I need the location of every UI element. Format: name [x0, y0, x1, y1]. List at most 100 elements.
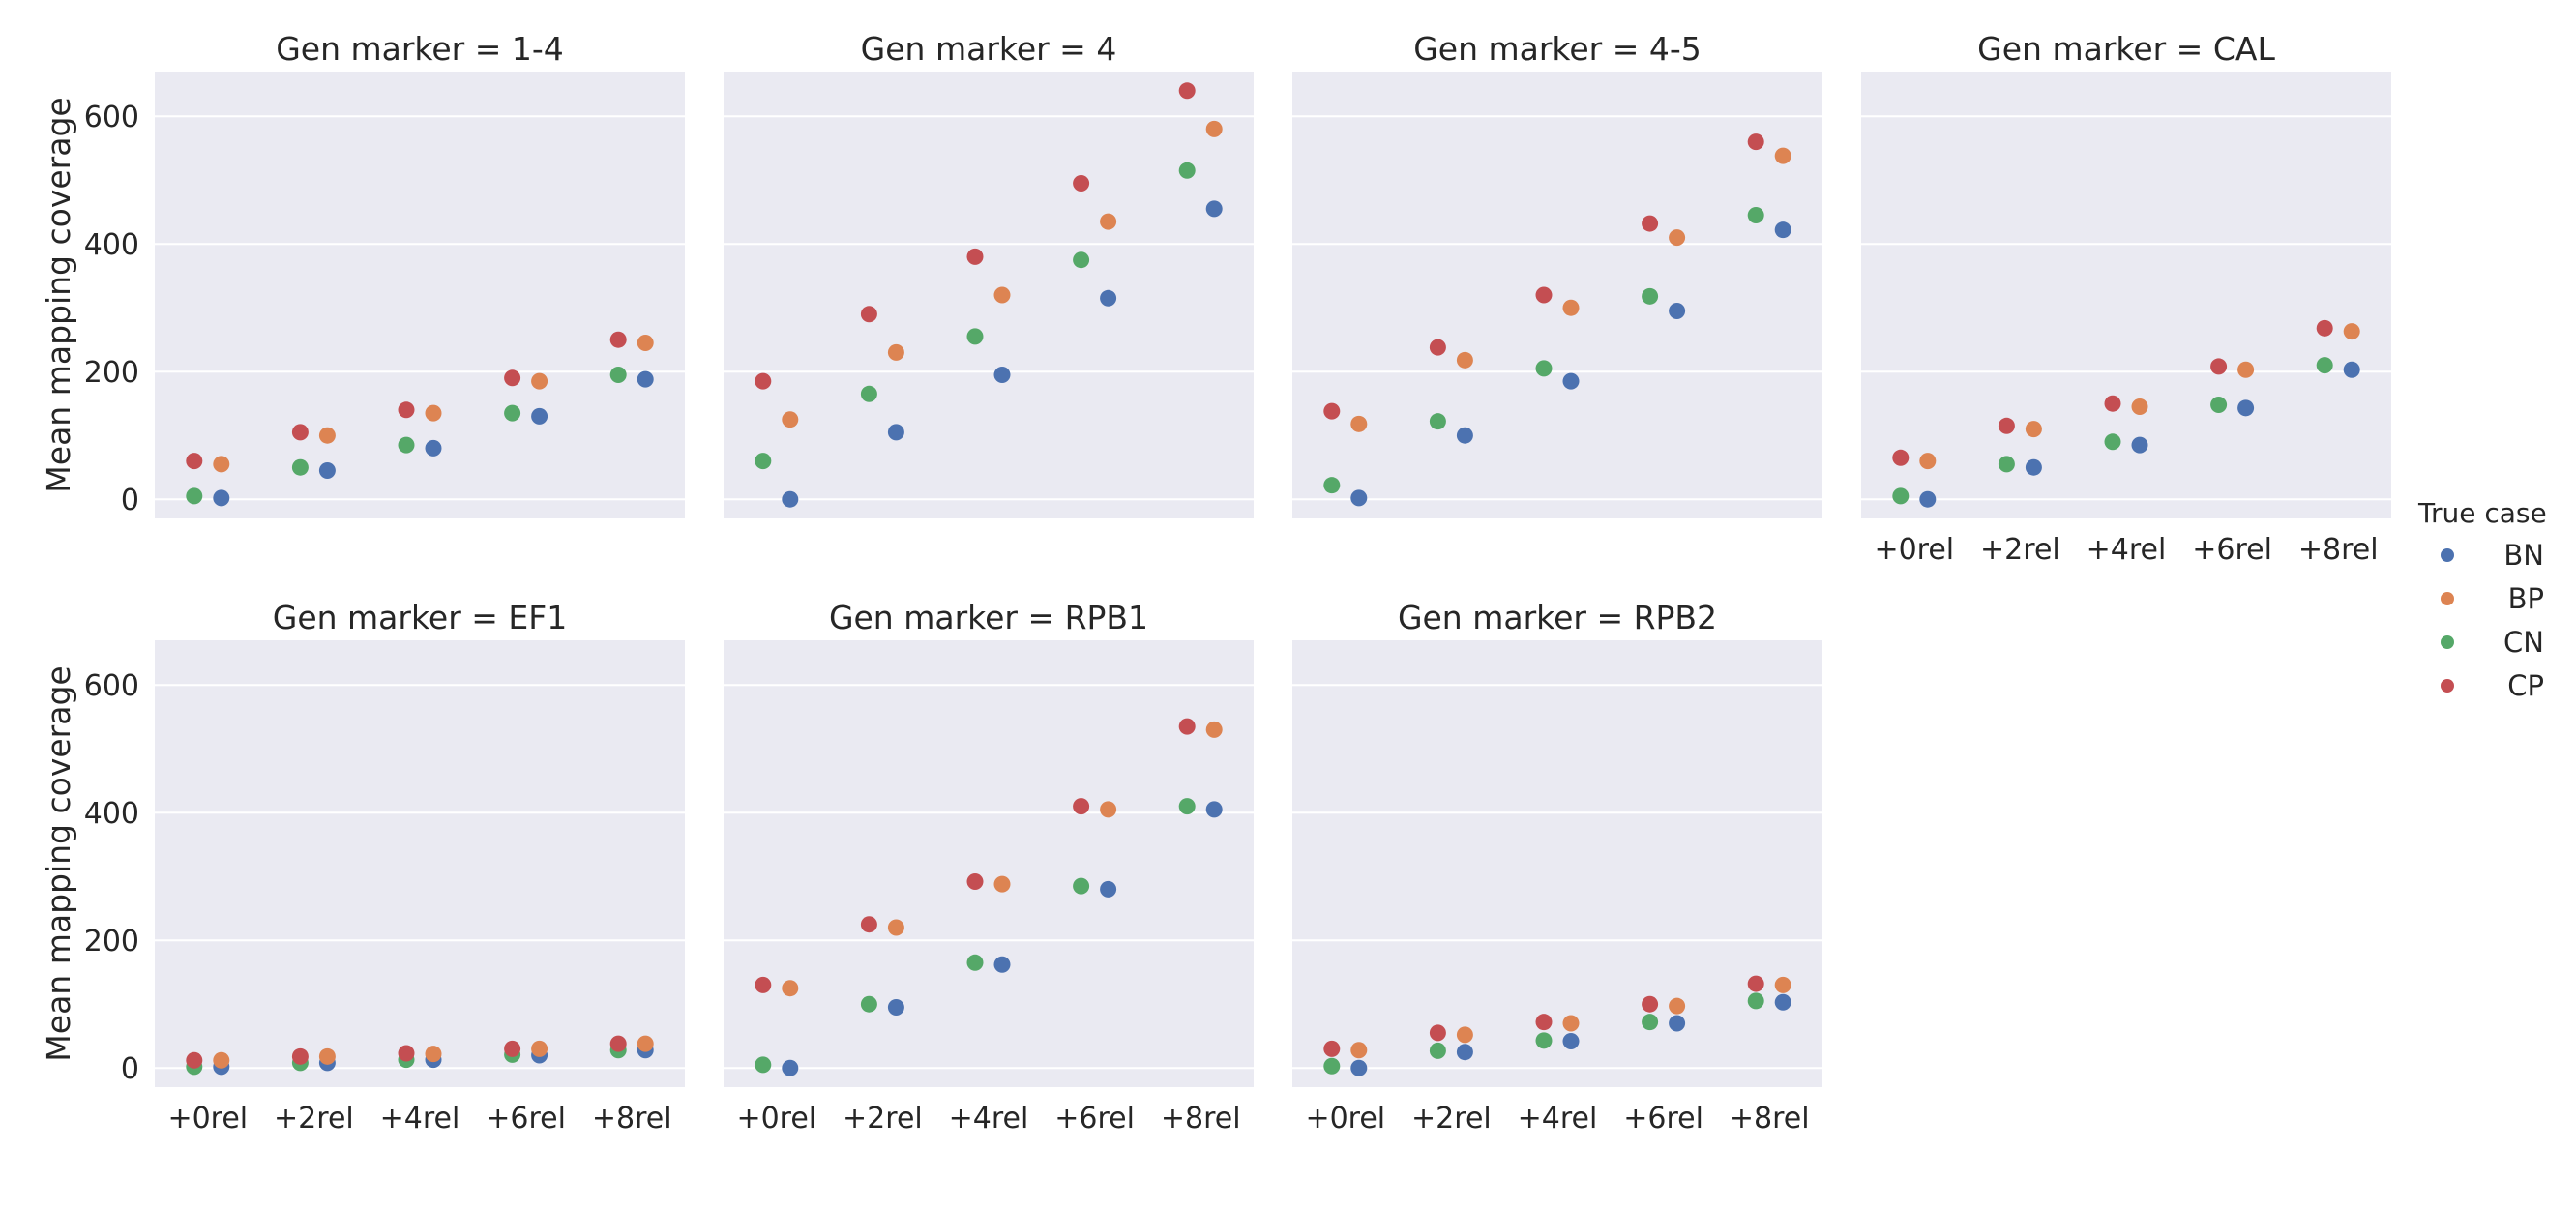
point-bn [318, 462, 336, 479]
point-cn [755, 453, 772, 470]
point-bp [2131, 398, 2148, 415]
panel-title: Gen marker = RPB2 [1398, 599, 1717, 636]
point-cn [860, 385, 877, 402]
point-bn [2343, 361, 2360, 378]
point-bn [1205, 200, 1223, 218]
point-cn [1323, 1057, 1341, 1075]
panel-background [724, 72, 1254, 518]
point-bn [1350, 489, 1368, 507]
legend-label-bp: BP [2508, 582, 2544, 615]
point-bn [1456, 1044, 1473, 1061]
point-bp [782, 980, 799, 997]
panel-4: Gen marker = CAL +0rel +2rel +4rel +6rel +8re… [1861, 30, 2391, 567]
point-bp [531, 1040, 548, 1057]
point-cn [1998, 456, 2015, 473]
panel-3: Gen marker = 4-5 [1292, 30, 1822, 518]
point-bp [213, 1051, 230, 1069]
panel-background [724, 640, 1254, 1087]
x-tick-label: +0rel [1305, 1102, 1385, 1135]
x-tick-label: +8rel [592, 1102, 672, 1135]
point-cn [860, 995, 877, 1013]
panel-title: Gen marker = EF1 [273, 599, 567, 636]
y-tick-label: 200 [84, 356, 139, 390]
point-bn [1205, 801, 1223, 818]
point-bp [425, 404, 442, 422]
x-tick-label: +6rel [486, 1102, 566, 1135]
point-cn [755, 1056, 772, 1074]
point-cp [504, 1040, 521, 1057]
point-cn [186, 487, 203, 505]
y-tick-label: 600 [84, 669, 139, 703]
y-tick-label: 400 [84, 228, 139, 262]
point-bp [318, 1047, 336, 1065]
point-cp [1535, 1014, 1553, 1031]
point-cp [2316, 319, 2333, 337]
point-bp [993, 875, 1011, 893]
point-bp [637, 1035, 654, 1052]
point-bn [2131, 436, 2148, 454]
panel-background [1861, 72, 2391, 518]
point-bp [213, 456, 230, 473]
point-bp [1350, 415, 1368, 432]
x-tick-label: +2rel [1980, 533, 2060, 567]
point-bp [2025, 421, 2042, 438]
point-bn [531, 407, 548, 425]
point-bp [1669, 229, 1686, 247]
panel-background [1292, 72, 1822, 518]
point-bn [1774, 221, 1791, 239]
point-cn [1429, 413, 1446, 430]
point-bp [1100, 801, 1117, 818]
point-cp [1429, 1024, 1446, 1042]
point-cn [1747, 207, 1764, 223]
point-bn [887, 999, 904, 1016]
point-bp [1774, 147, 1791, 164]
y-tick-label: 400 [84, 797, 139, 831]
point-cp [1747, 975, 1764, 992]
y-axis-label: Mean mapping coverage [40, 665, 77, 1061]
point-cn [966, 954, 984, 971]
panel-background [155, 72, 685, 518]
point-cn [1323, 477, 1341, 494]
point-cn [1747, 992, 1764, 1010]
legend: True case BN BP CN CP [2417, 497, 2547, 702]
point-cn [1642, 1014, 1659, 1031]
point-bp [887, 343, 904, 361]
point-cn [291, 458, 309, 476]
panel-title: Gen marker = 4-5 [1413, 30, 1702, 68]
point-cp [755, 976, 772, 993]
point-cn [1178, 798, 1196, 815]
legend-marker-cn [2441, 635, 2454, 649]
point-bp [1562, 1015, 1580, 1032]
x-tick-label: +2rel [1411, 1102, 1492, 1135]
x-tick-label: +6rel [1054, 1102, 1135, 1135]
point-cn [966, 328, 984, 345]
point-cp [1178, 718, 1196, 735]
point-cn [2316, 357, 2333, 374]
point-cp [186, 1051, 203, 1069]
point-bp [1456, 1026, 1473, 1044]
point-bn [993, 367, 1011, 383]
point-bn [1669, 1015, 1686, 1032]
point-cp [609, 331, 627, 348]
panel-background [155, 640, 685, 1087]
point-cn [1642, 287, 1659, 305]
point-cp [860, 306, 877, 323]
y-tick-label: 200 [84, 925, 139, 958]
point-bp [637, 335, 654, 351]
point-bn [1100, 880, 1117, 898]
point-bp [425, 1046, 442, 1063]
x-tick-label: +0rel [167, 1102, 248, 1135]
point-bp [1456, 351, 1473, 369]
point-cp [1747, 133, 1764, 151]
point-cn [398, 436, 415, 454]
point-bp [1669, 997, 1686, 1015]
point-bp [1562, 299, 1580, 316]
x-tick-label: +4rel [949, 1102, 1029, 1135]
y-axis-label: Mean mapping coverage [40, 97, 77, 492]
x-tick-label: +2rel [274, 1102, 354, 1135]
legend-marker-bp [2441, 592, 2454, 605]
point-bn [425, 439, 442, 457]
